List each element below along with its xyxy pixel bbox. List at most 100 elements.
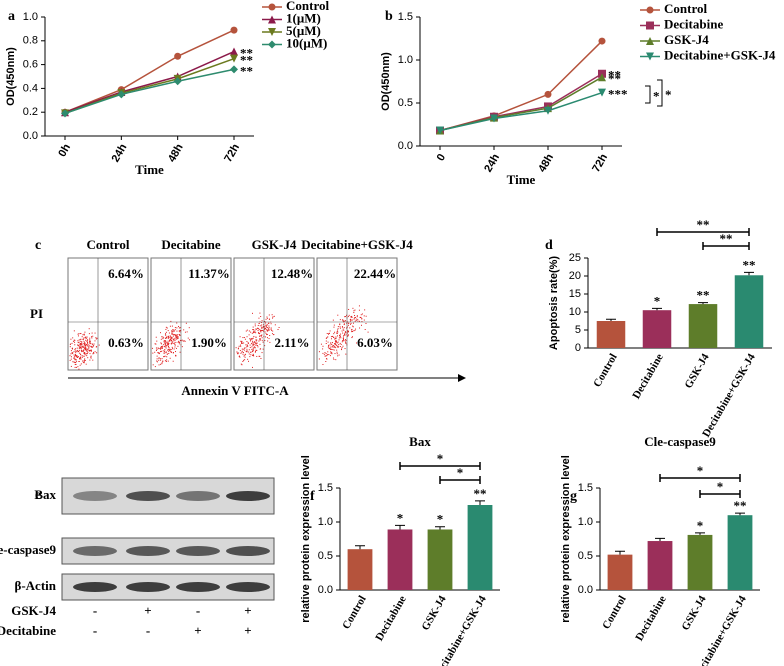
event-dot [86,342,88,344]
event-dot [177,341,179,343]
event-dot [80,349,82,351]
event-dot [337,341,339,343]
event-dot [246,336,248,338]
blot-band [73,491,117,501]
event-dot [165,343,167,345]
event-dot [162,345,164,347]
event-dot [358,320,360,322]
event-dot [348,314,350,316]
event-dot [353,312,355,314]
event-dot [160,338,162,340]
event-dot [80,347,82,349]
panel-letter: f [310,489,315,504]
x-tick-label: Control [600,594,629,632]
event-dot [161,358,163,360]
event-dot [262,326,264,328]
event-dot [169,325,171,327]
event-dot [90,346,92,348]
treatment-mark: + [244,623,251,638]
event-dot [266,317,268,319]
event-dot [82,334,84,336]
event-dot [71,347,73,349]
event-dot [354,309,356,311]
event-dot [328,345,330,347]
event-dot [258,332,260,334]
event-dot [70,338,72,340]
event-dot [339,324,341,326]
event-dot [252,348,254,350]
event-dot [353,318,355,320]
event-dot [246,345,248,347]
event-dot [84,359,86,361]
event-dot [171,342,173,344]
event-dot [343,340,345,342]
event-dot [344,334,346,336]
significance: * [654,293,661,308]
event-dot [94,340,96,342]
event-dot [337,345,339,347]
event-dot [74,344,76,346]
event-dot [167,343,169,345]
significance: * [697,463,704,478]
event-dot [340,343,342,345]
event-dot [169,350,171,352]
event-dot [161,362,163,364]
band-label: Cle-caspase9 [0,542,56,557]
event-dot [166,342,168,344]
event-dot [163,337,165,339]
point [268,28,276,36]
event-dot [172,352,174,354]
event-dot [332,346,334,348]
event-dot [341,347,343,349]
event-dot [92,353,94,355]
x-tick-label: 48h [536,152,556,175]
upper-right-pct: 6.64% [108,266,144,281]
event-dot [72,352,74,354]
bracket [702,242,750,250]
event-dot [69,359,71,361]
event-dot [82,356,84,358]
event-dot [186,331,188,333]
event-dot [74,361,76,363]
event-dot [239,344,241,346]
y-tick-label: 0 [575,342,581,354]
y-tick-label: 0.6 [23,59,38,71]
event-dot [240,363,242,365]
event-dot [176,334,178,336]
event-dot [167,344,169,346]
event-dot [361,318,363,320]
event-dot [75,363,77,365]
event-dot [173,330,175,332]
event-dot [251,338,253,340]
event-dot [242,360,244,362]
bar [727,515,753,590]
event-dot [239,336,241,338]
event-dot [177,336,179,338]
event-dot [331,345,333,347]
event-dot [162,360,164,362]
event-dot [168,347,170,349]
event-dot [251,344,253,346]
event-dot [256,349,258,351]
event-dot [260,331,262,333]
arrow-head [458,374,466,382]
event-dot [156,358,158,360]
event-dot [160,350,162,352]
event-dot [334,331,336,333]
event-dot [178,343,180,345]
event-dot [173,330,175,332]
event-dot [165,331,167,333]
event-dot [160,342,162,344]
event-dot [336,353,338,355]
event-dot [81,341,83,343]
event-dot [156,355,158,357]
event-dot [176,334,178,336]
event-dot [243,355,245,357]
event-dot [80,357,82,359]
event-dot [243,337,245,339]
point [598,88,606,97]
event-dot [172,333,174,335]
panel-letter: a [8,9,15,24]
point [646,6,654,14]
event-dot [354,314,356,316]
